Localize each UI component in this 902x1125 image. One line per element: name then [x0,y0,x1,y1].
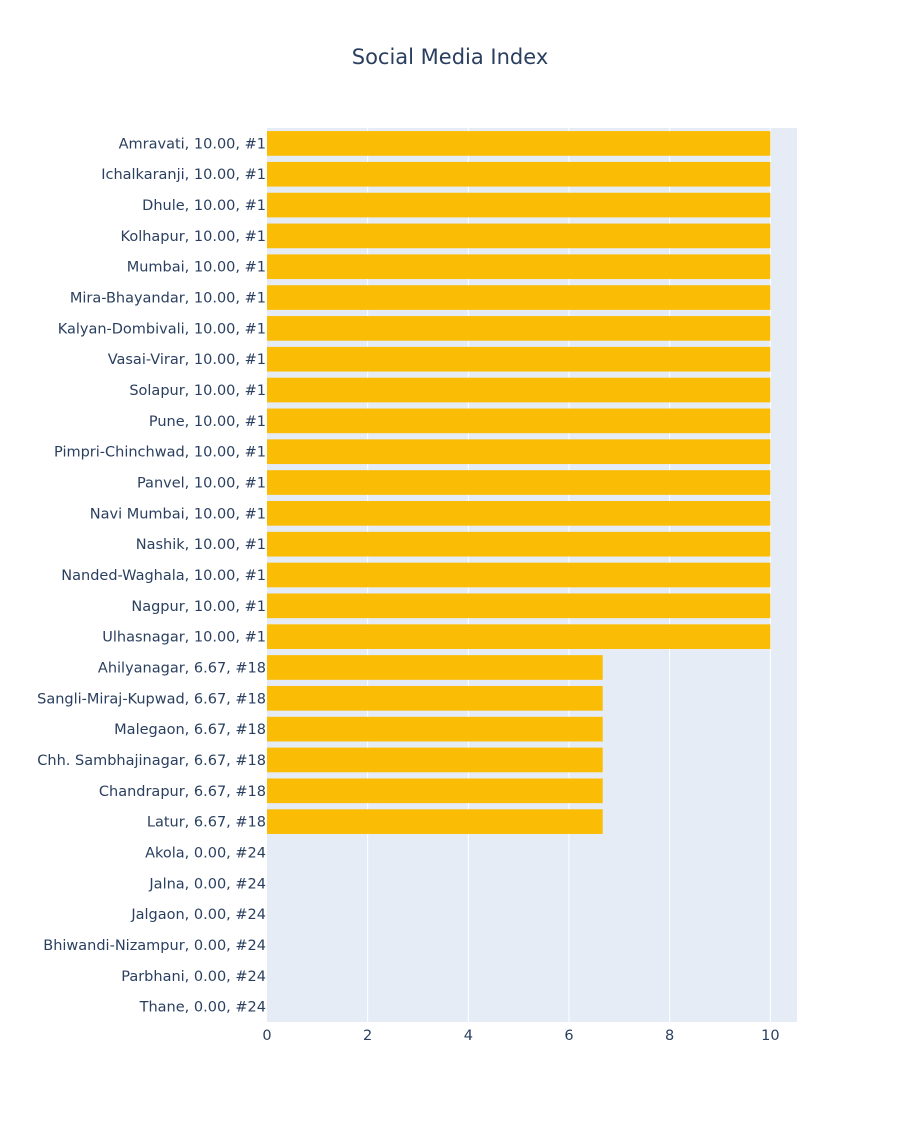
y-tick-label: Kolhapur, 10.00, #1 [121,229,266,245]
y-tick-label: Parbhani, 0.00, #24 [121,969,266,985]
x-tick-label: 2 [363,1028,372,1044]
bar [267,408,771,434]
y-tick-label: Nashik, 10.00, #1 [136,537,266,553]
y-tick-label: Navi Mumbai, 10.00, #1 [90,506,266,522]
x-tick-label: 0 [262,1028,271,1044]
x-tick-label: 6 [564,1028,573,1044]
bar [267,377,771,403]
bar [267,316,771,341]
bar [267,562,771,588]
y-axis-tick-labels: Amravati, 10.00, #1 Ichalkaranji, 10.00, … [37,136,266,1015]
y-tick-label: Mumbai, 10.00, #1 [127,260,266,276]
y-tick-label: Latur, 6.67, #18 [147,815,266,831]
y-tick-label: Solapur, 10.00, #1 [129,383,266,399]
bar [267,778,603,804]
y-tick-label: Ichalkaranji, 10.00, #1 [101,167,266,183]
y-tick-label: Pune, 10.00, #1 [149,414,266,430]
x-tick-label: 8 [665,1028,674,1044]
bar [267,809,603,834]
y-tick-label: Bhiwandi-Nizampur, 0.00, #24 [43,938,266,954]
bar [267,593,771,619]
y-tick-label: Akola, 0.00, #24 [145,845,266,861]
chart-title: Social Media Index [352,45,549,69]
y-tick-label: Nanded-Waghala, 10.00, #1 [61,568,266,584]
bar [267,223,771,249]
bar [267,624,771,649]
bar [267,439,771,465]
bar [267,716,603,742]
bar [267,655,603,680]
y-tick-label: Malegaon, 6.67, #18 [114,722,266,738]
y-tick-label: Kalyan-Dombivali, 10.00, #1 [58,321,266,337]
y-tick-label: Chh. Sambhajinagar, 6.67, #18 [37,753,266,769]
bar [267,192,771,218]
bar [267,254,771,280]
bar [267,531,771,557]
y-tick-label: Nagpur, 10.00, #1 [131,599,266,615]
y-tick-label: Jalgaon, 0.00, #24 [130,907,266,923]
y-tick-label: Sangli-Miraj-Kupwad, 6.67, #18 [37,691,266,707]
y-tick-label: Mira-Bhayandar, 10.00, #1 [70,291,266,307]
y-tick-label: Amravati, 10.00, #1 [119,136,266,152]
x-tick-label: 4 [464,1028,473,1044]
y-tick-label: Pimpri-Chinchwad, 10.00, #1 [54,445,266,461]
y-tick-label: Panvel, 10.00, #1 [137,476,266,492]
y-tick-label: Vasai-Virar, 10.00, #1 [108,352,266,368]
y-tick-label: Jalna, 0.00, #24 [148,876,266,892]
y-tick-label: Thane, 0.00, #24 [139,1000,266,1016]
y-tick-label: Dhule, 10.00, #1 [142,198,266,214]
bar [267,285,771,310]
bar [267,470,771,495]
bar [267,747,603,773]
bar [267,131,771,156]
bar [267,161,771,187]
x-axis-tick-labels: 0 2 4 6 8 10 [262,1028,779,1044]
y-tick-label: Ahilyanagar, 6.67, #18 [98,660,266,676]
bar [267,685,603,711]
y-tick-label: Chandrapur, 6.67, #18 [99,784,266,800]
x-tick-label: 10 [761,1028,779,1044]
bars [267,131,771,834]
bar [267,501,771,526]
bar [267,346,771,372]
y-tick-label: Ulhasnagar, 10.00, #1 [102,630,266,646]
